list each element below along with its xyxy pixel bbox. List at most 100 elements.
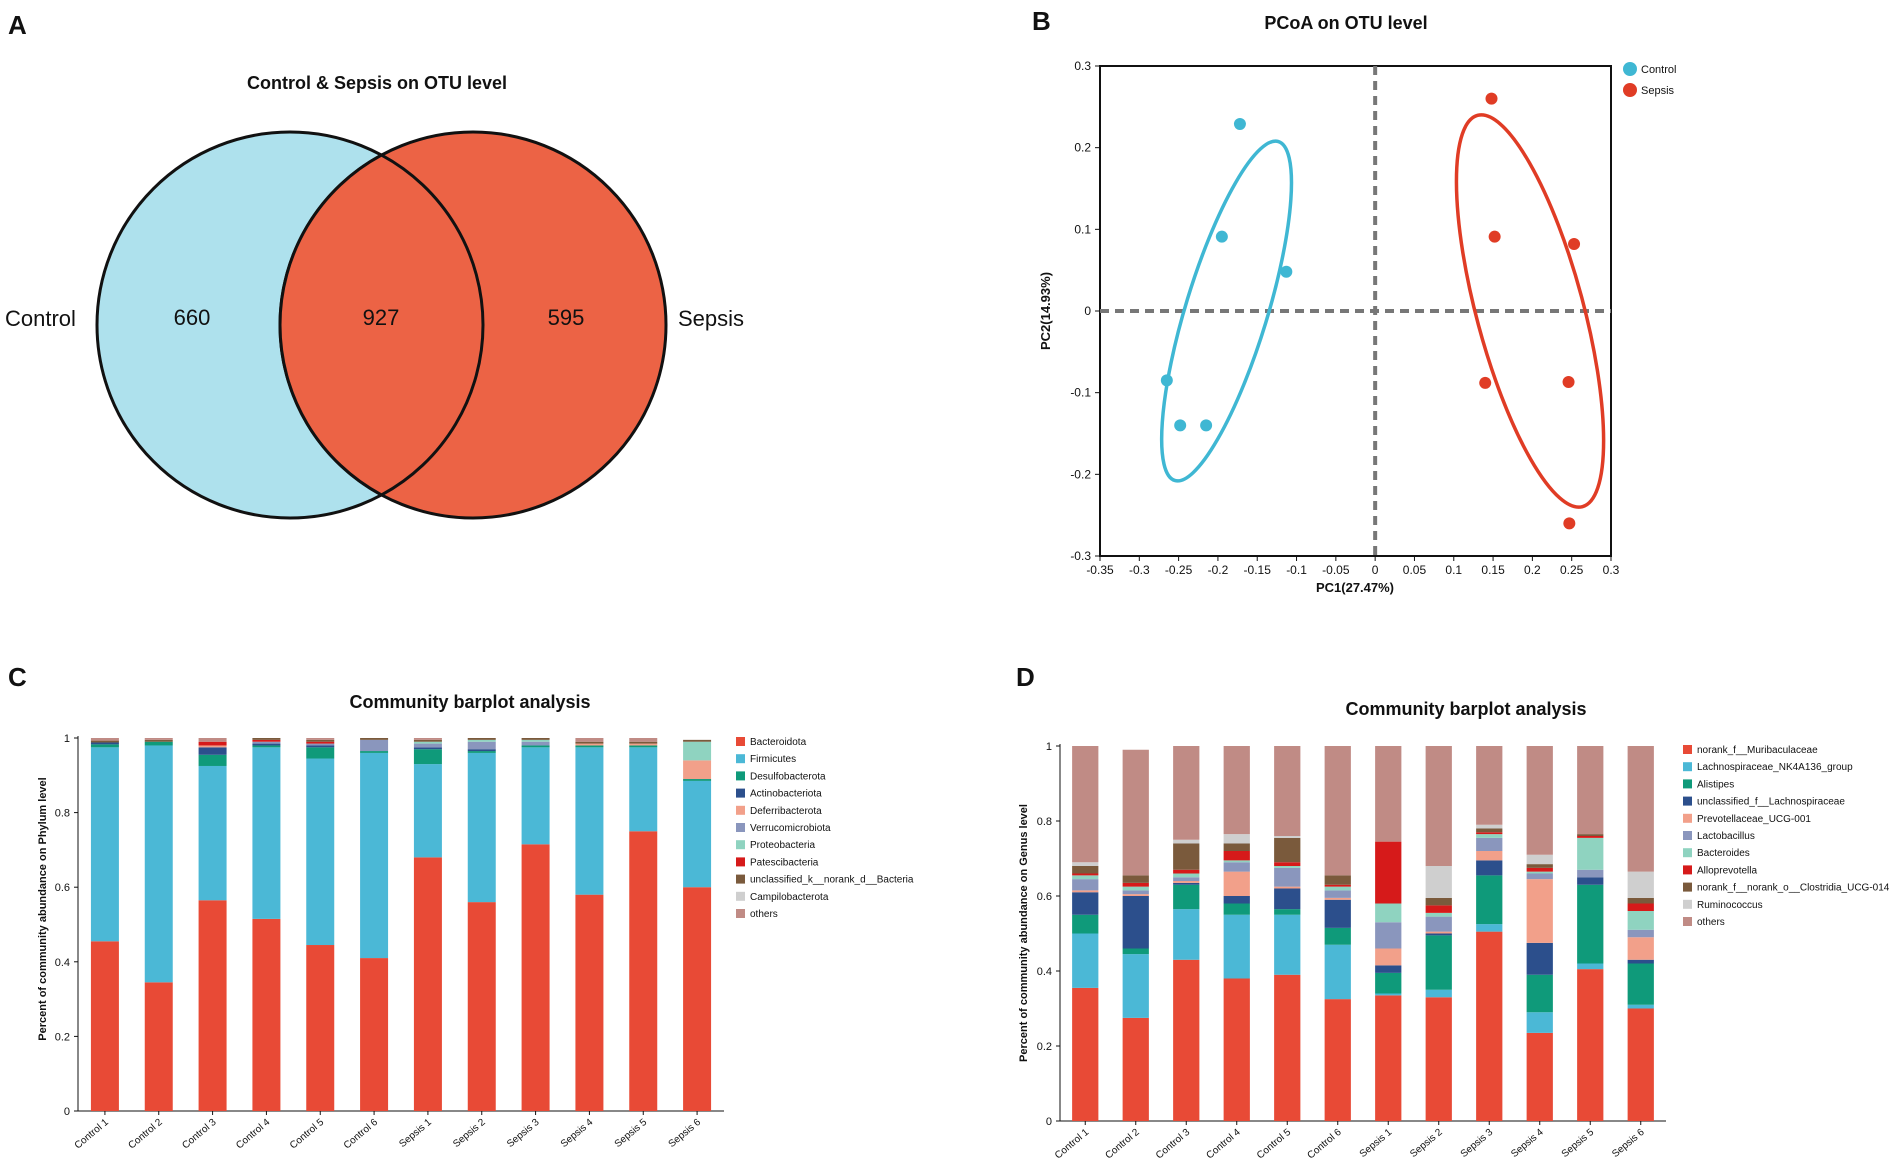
xtick-label: Control 1: [1053, 1127, 1091, 1162]
xtick-label: Sepsis 5: [613, 1117, 650, 1150]
bar-segment: [1375, 948, 1402, 966]
bar-segment: [1375, 993, 1402, 996]
bar-segment: [629, 831, 658, 1111]
bar-segment: [1072, 873, 1099, 876]
bar-segment: [683, 760, 712, 780]
bar-segment: [521, 739, 550, 742]
bar-segment: [1425, 933, 1452, 936]
bar-segment: [252, 741, 281, 744]
legend-label: Patescibacteria: [750, 857, 819, 868]
bar-segment: [198, 747, 227, 755]
legend-swatch: [1683, 762, 1692, 772]
bar-segment: [1173, 869, 1200, 874]
bar-segment: [1476, 828, 1503, 833]
panel-label-d: D: [1016, 662, 1035, 692]
legend-label: norank_f__norank_o__Clostridia_UCG-014: [1697, 883, 1890, 894]
bar-segment: [413, 857, 442, 1111]
bar-segment: [1223, 871, 1250, 896]
bar-segment: [144, 739, 173, 742]
bar-segment: [1526, 1032, 1553, 1121]
bar-segment: [575, 747, 604, 895]
bar-segment: [1274, 888, 1301, 910]
bar-segment: [1526, 746, 1553, 855]
bar-segment: [1223, 834, 1250, 844]
ytick-label: 0.2: [1037, 1041, 1052, 1053]
bar-segment: [467, 741, 496, 750]
bar-segment: [252, 747, 281, 919]
bar-segment: [1375, 995, 1402, 1121]
bar-segment: [1375, 922, 1402, 949]
bar-segment: [1173, 909, 1200, 960]
legend-swatch: [1683, 899, 1692, 909]
bar-segment: [1223, 851, 1250, 861]
pcoa-point-sepsis: [1479, 376, 1492, 389]
bar-segment: [1173, 877, 1200, 881]
bar-segment: [144, 745, 173, 983]
bar-segment: [1627, 871, 1654, 898]
bar-segment: [252, 738, 281, 740]
legend-swatch: [736, 857, 745, 867]
bar-segment: [252, 918, 281, 1111]
bar-segment: [1223, 903, 1250, 915]
xtick-label: Control 6: [1306, 1127, 1344, 1162]
xtick-label: Sepsis 4: [559, 1117, 596, 1150]
ytick-label: 1: [1046, 741, 1052, 753]
bar-segment: [1526, 854, 1553, 865]
bar-segment: [144, 741, 173, 746]
legend-label: Lactobacillus: [1697, 831, 1755, 842]
xtick-label: Sepsis 3: [1459, 1127, 1496, 1160]
bar-segment: [1375, 746, 1402, 842]
bar-segment: [1425, 905, 1452, 913]
xtick-label: Sepsis 4: [1509, 1127, 1546, 1160]
legend-swatch: [1683, 882, 1692, 892]
bar-segment: [1526, 867, 1553, 872]
pcoa-xtick-label: -0.3: [1129, 563, 1150, 577]
panel-label-c: C: [8, 662, 27, 692]
xtick-label: Sepsis 1: [1358, 1127, 1395, 1160]
pcoa-xtick-label: -0.05: [1322, 563, 1350, 577]
bar-segment: [521, 747, 550, 845]
bar-segment: [467, 749, 496, 752]
bar-segment: [1476, 924, 1503, 932]
bar-segment: [413, 739, 442, 742]
phylum-barplot-ylabel: Percent of community abundance on Phylum…: [37, 777, 49, 1040]
bar-segment: [1425, 935, 1452, 990]
bar-segment: [1526, 1012, 1553, 1033]
bar-segment: [1173, 882, 1200, 885]
pcoa-axes: -0.35 -0.3 -0.25 -0.2 -0.15 -0.1 -0.05 0 0.05 0.1…: [1070, 59, 1619, 577]
bar-segment: [521, 738, 550, 740]
pcoa-xtick-label: -0.1: [1286, 563, 1307, 577]
bar-segment: [1526, 974, 1553, 1013]
bar-segment: [306, 741, 335, 744]
bar-segment: [629, 743, 658, 746]
bar-segment: [1223, 746, 1250, 835]
bar-segment: [1173, 746, 1200, 840]
legend-label: unclassified_k__norank_d__Bacteria: [750, 875, 914, 886]
panel-label-b: B: [1032, 6, 1051, 36]
bar-segment: [413, 741, 442, 744]
bar-segment: [1072, 987, 1099, 1121]
venn-sepsis-only-count: 595: [548, 305, 585, 330]
legend-label: Verrucomicrobiota: [750, 823, 831, 834]
bar-segment: [1577, 837, 1604, 870]
bar-segment: [1324, 886, 1351, 891]
bar-segment: [1324, 897, 1351, 900]
bar-segment: [1274, 914, 1301, 975]
pcoa-xtick-label: 0.15: [1481, 563, 1505, 577]
bar-segment: [1425, 997, 1452, 1121]
bar-segment: [1526, 864, 1553, 868]
pcoa-marks: [1159, 92, 1606, 530]
bar-segment: [1577, 963, 1604, 970]
bar-segment: [198, 765, 227, 901]
bar-segment: [1375, 965, 1402, 973]
legend-label: Bacteroides: [1697, 848, 1750, 859]
bar-segment: [1173, 881, 1200, 883]
bar-segment: [1072, 890, 1099, 893]
bar-segment: [1122, 890, 1149, 895]
bar-segment: [1627, 746, 1654, 872]
pcoa-ytick-label: 0.1: [1074, 222, 1091, 236]
xtick-label: Sepsis 2: [451, 1117, 488, 1150]
phylum-barplot-title: Community barplot analysis: [349, 692, 590, 712]
bar-segment: [629, 745, 658, 748]
legend-swatch: [736, 891, 745, 901]
